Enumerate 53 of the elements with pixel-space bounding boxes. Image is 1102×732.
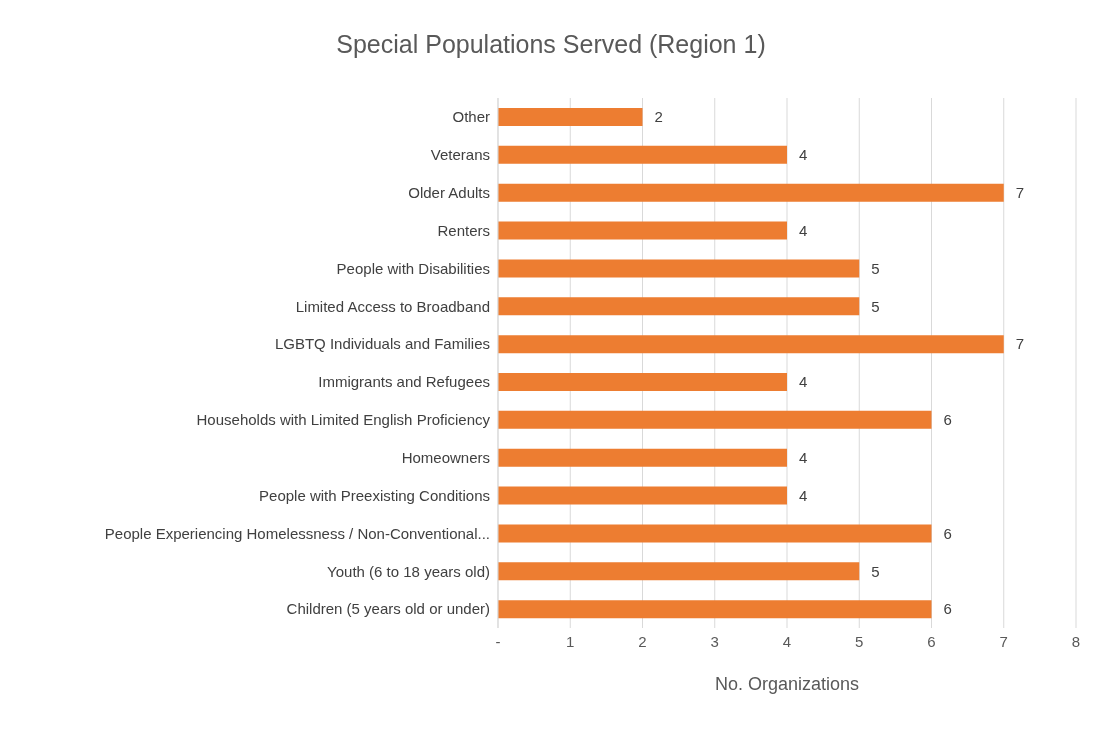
data-label: 4 (799, 373, 808, 391)
data-label: 5 (871, 562, 880, 580)
y-tick-label: Limited Access to Broadband (295, 297, 490, 315)
bar (498, 373, 787, 391)
data-label: 4 (799, 449, 808, 467)
y-tick-label: Children (5 years old or under) (286, 600, 490, 618)
x-tick-label: 3 (710, 632, 719, 650)
bar (498, 183, 1004, 202)
bar (498, 145, 787, 164)
x-tick-label: 5 (855, 632, 864, 650)
bar (498, 297, 860, 316)
bar (498, 600, 932, 619)
y-tick-label: People with Disabilities (336, 259, 490, 277)
x-tick-label: 7 (999, 632, 1008, 650)
data-label: 4 (799, 486, 808, 504)
data-label: 6 (943, 524, 952, 542)
data-label: 2 (654, 108, 663, 126)
data-label: 6 (943, 600, 952, 618)
y-tick-label: Older Adults (408, 183, 490, 201)
data-label: 5 (871, 297, 880, 315)
y-tick-label: Veterans (430, 146, 490, 164)
data-label: 7 (1015, 335, 1025, 353)
x-tick-label: 2 (638, 632, 647, 650)
x-tick-label: 8 (1071, 632, 1081, 650)
data-label: 4 (799, 221, 808, 239)
y-tick-label: Other (452, 108, 490, 126)
data-label: 4 (799, 146, 808, 164)
data-label: 5 (871, 259, 880, 277)
bar (498, 259, 860, 278)
bar (498, 221, 787, 240)
data-label: 6 (943, 411, 952, 429)
y-tick-label: Immigrants and Refugees (318, 373, 490, 391)
y-tick-label: People with Preexisting Conditions (259, 486, 490, 504)
x-tick-label: 1 (566, 632, 575, 650)
bar (498, 410, 932, 429)
x-tick-label: - (495, 632, 501, 650)
y-tick-label: Youth (6 to 18 years old) (327, 562, 490, 580)
y-tick-label: Homeowners (401, 448, 490, 466)
y-tick-label: Households with Limited English Proficiency (196, 411, 491, 429)
x-tick-label: 4 (782, 632, 792, 650)
bar (498, 562, 860, 581)
x-tick-label: 6 (927, 632, 936, 650)
data-label: 7 (1015, 184, 1025, 202)
y-tick-label: People Experiencing Homelessness / Non-Conventional... (104, 524, 490, 542)
bar (498, 448, 787, 467)
x-axis-title: No. Organizations (714, 674, 860, 694)
y-tick-label: Renters (437, 221, 490, 239)
bar (498, 524, 932, 543)
bar (498, 108, 643, 126)
chart-title: Special Populations Served (Region 1) (335, 29, 767, 60)
y-tick-label: LGBTQ Individuals and Families (274, 335, 490, 353)
bar (498, 335, 1004, 354)
bar (498, 486, 787, 505)
